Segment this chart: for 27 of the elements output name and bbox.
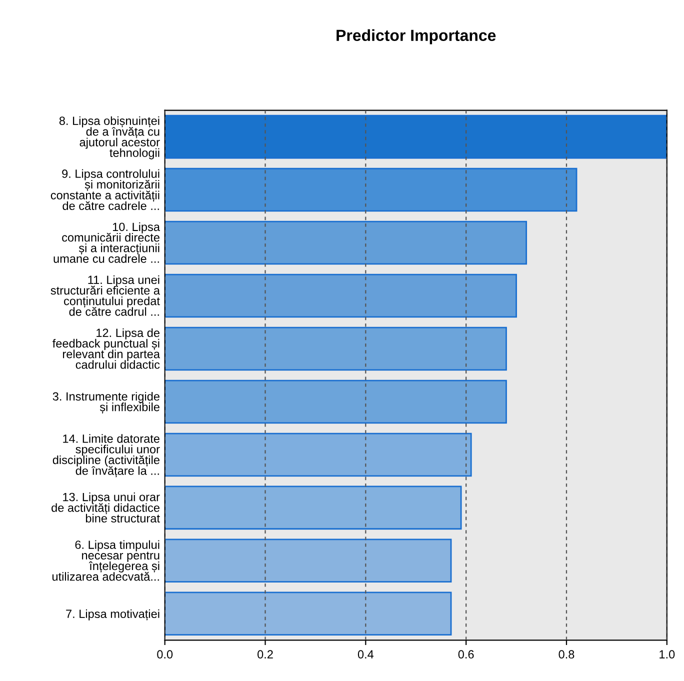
y-tick-label: 12. Lipsa de feedback punctual și relevant din partea cadrului didactic: [52, 328, 160, 369]
x-tick-label: 0.0: [157, 650, 173, 659]
bar: [164, 592, 452, 636]
bar: [164, 538, 452, 583]
bar: [164, 326, 507, 371]
y-tick-label: 8. Lipsa obișnuinței de a învăța cu ajutorul acestor tehnologii: [59, 116, 160, 160]
y-tick-label: 7. Lipsa motivației: [66, 609, 160, 620]
x-tick-label: 0.6: [458, 650, 474, 659]
x-tick-label: 1.0: [660, 650, 675, 659]
x-tick-label: 0.4: [358, 650, 374, 659]
y-tick-label: 14. Limite datorate specificului unor discipline (activitățile de învățare la ...: [52, 434, 160, 478]
bar: [164, 380, 507, 424]
x-tick-label: 0.2: [258, 650, 273, 659]
chart-title: Predictor Importance: [336, 29, 496, 44]
bar: [164, 114, 667, 159]
y-tick-label: 9. Lipsa controlului și monitorizării constante a activității de către cadrele ...: [50, 169, 160, 210]
y-tick-label: 10. Lipsa comunicării directe și a interacțiunii umane cu cadrele ...: [54, 222, 160, 263]
y-tick-label: 6. Lipsa timpului necesar pentru înțelegerea și utilizarea adecvată...: [52, 540, 160, 581]
bar: [164, 432, 472, 477]
bar: [164, 274, 517, 318]
y-tick-label: 11. Lipsa unei structurări eficiente a conținutului predat de către cadrul ...: [50, 275, 160, 316]
y-tick-label: 13. Lipsa unui orar de activități didactice bine structurat: [52, 492, 160, 523]
bar: [164, 168, 578, 212]
x-tick-label: 0.8: [558, 650, 574, 659]
y-tick-label: 3. Instrumente rigide și inflexibile: [52, 392, 160, 414]
bar: [164, 220, 528, 265]
bar: [164, 486, 462, 530]
